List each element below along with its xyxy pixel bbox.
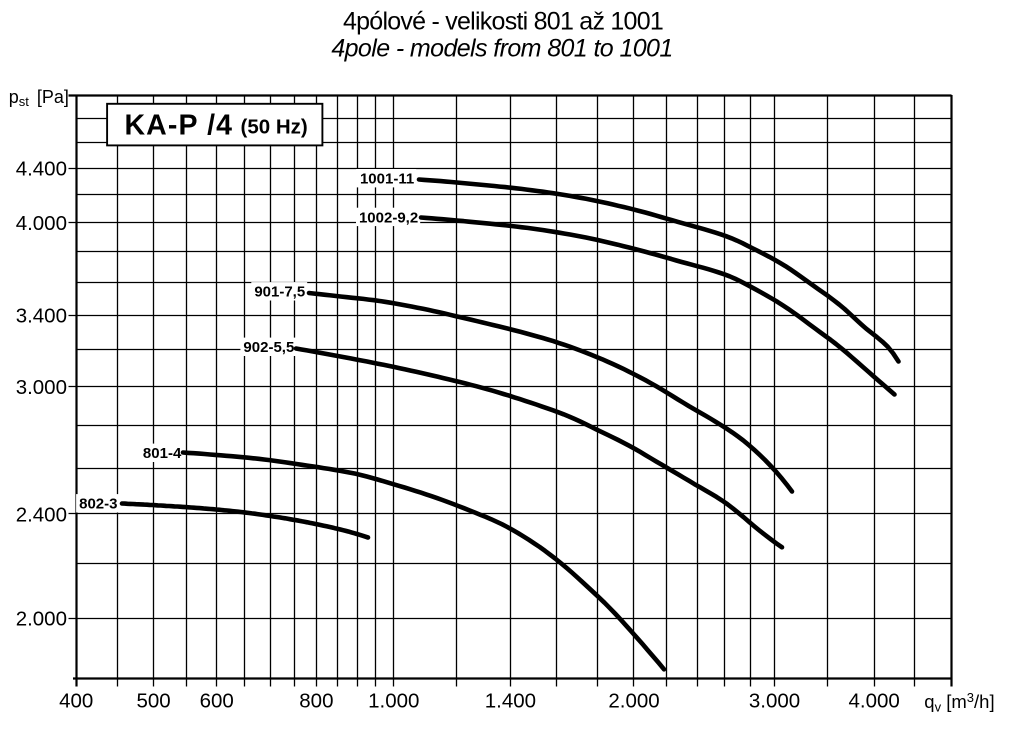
svg-text:901-7,5: 901-7,5 xyxy=(254,284,305,301)
svg-text:4pole - models from 801 to 100: 4pole - models from 801 to 1001 xyxy=(331,35,672,63)
svg-text:4.000: 4.000 xyxy=(16,212,67,235)
svg-text:3.000: 3.000 xyxy=(749,690,800,713)
svg-text:1.000: 1.000 xyxy=(368,690,419,713)
svg-text:4.000: 4.000 xyxy=(849,690,900,713)
svg-text:KA-P /4: KA-P /4 xyxy=(125,109,234,141)
svg-text:qv [m3/h]: qv [m3/h] xyxy=(924,690,994,714)
svg-text:1.400: 1.400 xyxy=(485,690,536,713)
svg-text:3.000: 3.000 xyxy=(16,376,67,399)
svg-text:400: 400 xyxy=(59,690,93,713)
svg-text:(50 Hz): (50 Hz) xyxy=(241,115,308,138)
svg-text:2.400: 2.400 xyxy=(16,503,67,526)
svg-text:801-4: 801-4 xyxy=(143,445,182,462)
svg-text:902-5,5: 902-5,5 xyxy=(243,339,294,356)
svg-text:600: 600 xyxy=(200,690,234,713)
svg-text:2.000: 2.000 xyxy=(608,690,659,713)
svg-text:4.400: 4.400 xyxy=(16,157,67,180)
svg-text:500: 500 xyxy=(136,690,170,713)
svg-text:4pólové - velikosti 801 až 100: 4pólové - velikosti 801 až 1001 xyxy=(343,8,663,36)
svg-text:1001-11: 1001-11 xyxy=(360,171,414,188)
svg-text:2.000: 2.000 xyxy=(16,607,67,630)
svg-text:3.400: 3.400 xyxy=(16,305,67,328)
svg-text:1002-9,2: 1002-9,2 xyxy=(359,209,418,226)
svg-text:802-3: 802-3 xyxy=(79,496,117,513)
svg-text:800: 800 xyxy=(299,690,333,713)
svg-text:pst [Pa]: pst [Pa] xyxy=(9,87,69,109)
